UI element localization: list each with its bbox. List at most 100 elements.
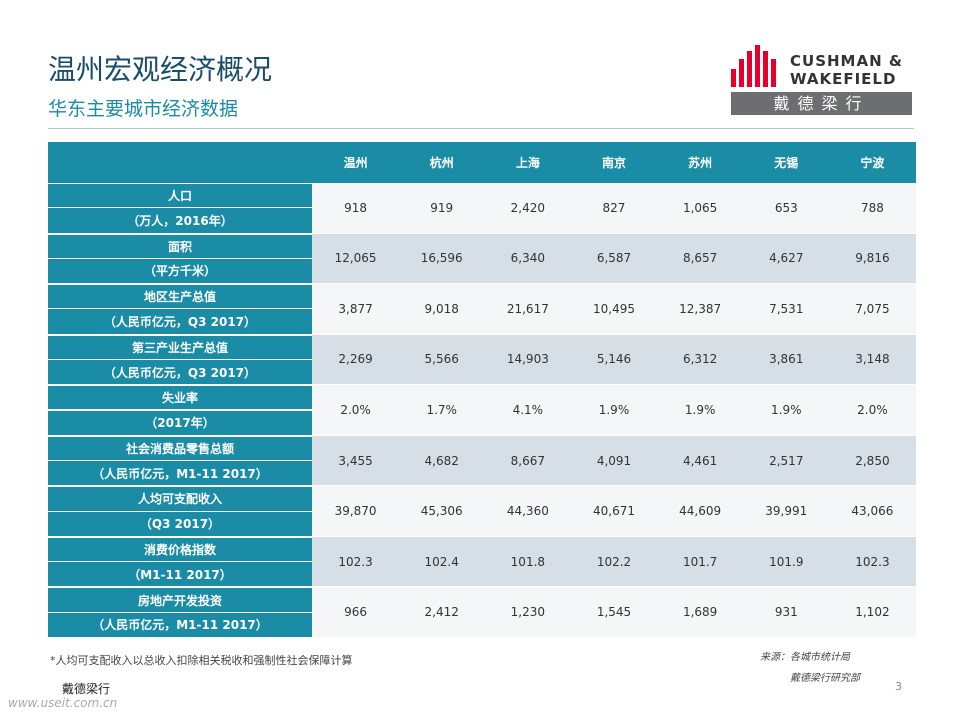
value-cell: 966 [312,587,400,638]
row-unit: （人民币亿元，Q3 2017） [48,309,312,335]
column-header: 南京 [570,142,658,183]
value-cell: 101.8 [484,536,572,588]
value-cell: 39,870 [312,486,400,537]
value-cell: 827 [570,183,658,234]
value-cell: 6,312 [656,334,744,386]
value-cell: 2,517 [742,435,830,487]
column-header: 温州 [312,142,400,183]
value-cell: 102.4 [398,536,486,588]
value-cell: 1,545 [570,587,658,638]
value-cell: 4.1% [484,385,572,436]
watermark: www.useit.com.cn [8,696,118,710]
column-header: 上海 [484,142,572,183]
row-unit: （万人，2016年） [48,208,312,234]
value-cell: 102.3 [312,536,400,588]
value-cell: 1,230 [484,587,572,638]
value-cell: 1,689 [656,587,744,638]
value-cell: 919 [398,183,486,234]
row-label: 失业率 [48,385,312,411]
value-cell: 40,671 [570,486,658,537]
value-cell: 8,657 [656,233,744,285]
row-unit: （人民币亿元，Q3 2017） [48,359,312,386]
value-cell: 16,596 [398,233,486,285]
value-cell: 4,461 [656,435,744,487]
value-cell: 3,861 [742,334,830,386]
value-cell: 1.9% [570,385,658,436]
value-cell: 1,102 [828,587,916,638]
value-cell: 10,495 [570,284,658,335]
value-cell: 918 [312,183,400,234]
value-cell: 6,340 [484,233,572,285]
value-cell: 2.0% [828,385,916,436]
row-unit: （M1-11 2017） [48,562,312,588]
row-label: 消费价格指数 [48,536,312,563]
title: 温州宏观经济概况 [48,53,273,86]
value-cell: 101.7 [656,536,744,588]
value-cell: 12,387 [656,284,744,335]
column-header: 杭州 [398,142,486,183]
value-cell: 1.9% [656,385,744,436]
source: 来源：各城市统计局 [760,652,850,663]
row-label: 人口 [48,183,312,209]
row-unit: （人民币亿元，M1-11 2017） [48,612,312,638]
value-cell: 4,091 [570,435,658,487]
value-cell: 44,609 [656,486,744,537]
row-label: 面积 [48,233,312,259]
value-cell: 1,065 [656,183,744,234]
value-cell: 931 [742,587,830,638]
value-cell: 2,269 [312,334,400,386]
column-header: 宁波 [828,142,916,183]
header-corner [48,142,312,183]
row-label: 房地产开发投资 [48,587,312,613]
value-cell: 39,991 [742,486,830,537]
value-cell: 4,627 [742,233,830,285]
value-cell: 2,850 [828,435,916,487]
value-cell: 4,682 [398,435,486,487]
value-cell: 2,420 [484,183,572,234]
value-cell: 7,075 [828,284,916,335]
logo-mark [731,45,776,87]
row-unit: （人民币亿元，M1-11 2017） [48,461,312,487]
logo-chinese: 戴德梁行 [731,92,912,115]
value-cell: 21,617 [484,284,572,335]
value-cell: 5,566 [398,334,486,386]
footer-company: 戴德梁行 [62,682,111,696]
value-cell: 43,066 [828,486,916,537]
value-cell: 101.9 [742,536,830,588]
value-cell: 44,360 [484,486,572,537]
value-cell: 14,903 [484,334,572,386]
value-cell: 12,065 [312,233,400,285]
page-number: 3 [895,680,902,693]
row-unit: （平方千米） [48,258,312,285]
value-cell: 3,455 [312,435,400,487]
value-cell: 5,146 [570,334,658,386]
value-cell: 45,306 [398,486,486,537]
logo-text: CUSHMAN & [790,52,903,70]
row-label: 地区生产总值 [48,284,312,310]
row-unit: （2017年） [48,410,312,436]
value-cell: 6,587 [570,233,658,285]
value-cell: 1.9% [742,385,830,436]
value-cell: 653 [742,183,830,234]
value-cell: 3,148 [828,334,916,386]
column-header: 无锡 [742,142,830,183]
value-cell: 788 [828,183,916,234]
subtitle: 华东主要城市经济数据 [48,98,239,120]
value-cell: 2.0% [312,385,400,436]
column-header: 苏州 [656,142,744,183]
value-cell: 9,018 [398,284,486,335]
value-cell: 7,531 [742,284,830,335]
logo-text: WAKEFIELD [790,70,897,88]
value-cell: 9,816 [828,233,916,285]
row-label: 人均可支配收入 [48,486,312,512]
divider [48,128,914,129]
row-unit: （Q3 2017） [48,511,312,537]
row-label: 社会消费品零售总额 [48,435,312,462]
row-label: 第三产业生产总值 [48,334,312,360]
value-cell: 3,877 [312,284,400,335]
value-cell: 102.3 [828,536,916,588]
value-cell: 1.7% [398,385,486,436]
table: 温州 杭州 上海 南京 苏州 无锡 宁波人口 （万人，2016年） 918 919 2,420 827… [48,142,916,638]
value-cell: 2,412 [398,587,486,638]
